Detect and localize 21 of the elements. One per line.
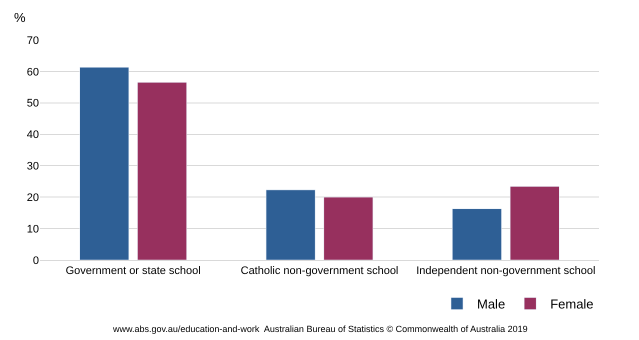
bar xyxy=(510,186,560,260)
y-tick-label: 30 xyxy=(26,160,39,173)
bar xyxy=(324,196,374,260)
y-tick-label: 50 xyxy=(26,98,39,110)
legend-label: Female xyxy=(550,296,594,312)
y-tick-label: 0 xyxy=(32,254,39,267)
x-tick-label: Government or state school xyxy=(66,265,201,278)
bar xyxy=(266,190,316,260)
bar xyxy=(137,82,187,260)
bar xyxy=(452,208,502,260)
text: www.abs.gov.au/education-and-work Australian Bureau of Statistics © Commonwealth of Australia 2019 xyxy=(112,324,528,334)
bar xyxy=(79,67,130,260)
y-tick-label: 60 xyxy=(26,66,39,78)
y-tick-label: 10 xyxy=(26,223,39,236)
y-axis-title: % xyxy=(14,10,26,25)
y-tick-label: 20 xyxy=(26,192,39,204)
y-tick-label: 70 xyxy=(26,34,39,47)
y-tick-label: 40 xyxy=(26,129,39,142)
x-tick-label: Independent non-government school xyxy=(416,265,596,278)
legend-label: Male xyxy=(477,296,506,312)
x-tick-label: Catholic non-government school xyxy=(240,265,398,278)
